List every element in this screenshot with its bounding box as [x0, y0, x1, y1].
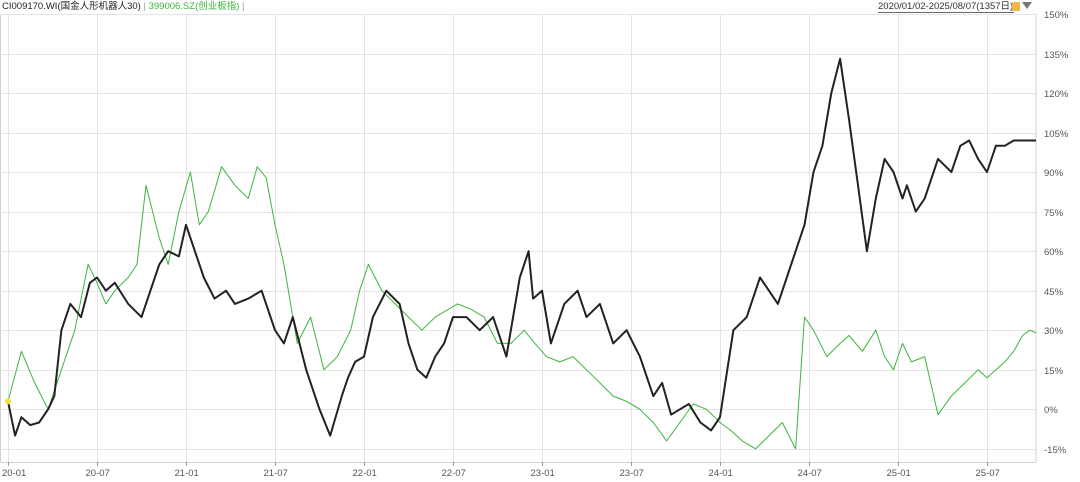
- legend-separator-end: |: [242, 1, 245, 12]
- start-point-marker: [5, 398, 11, 405]
- chevron-down-icon[interactable]: [1022, 2, 1032, 9]
- date-range-underline: [878, 12, 1014, 13]
- series-1-line[interactable]: [7, 57, 1036, 437]
- x-tick-label: 23-07: [620, 468, 644, 479]
- x-tick-label: 24-07: [798, 468, 822, 479]
- date-range-selector[interactable]: 2020/01/02-2025/08/07(1357日): [878, 1, 1014, 12]
- y-tick-label: 105%: [1044, 129, 1069, 140]
- x-tick-label: 22-07: [442, 468, 466, 479]
- plot-frame: [0, 14, 1037, 463]
- legend: CI009170.WI(国金人形机器人30) | 399006.SZ(创业板指)…: [2, 0, 245, 14]
- legend-separator: |: [143, 1, 146, 12]
- y-tick-label: 90%: [1044, 168, 1064, 179]
- grid: [0, 14, 1037, 463]
- x-axis: 20-01 20-07 21-01 21-07 22-01 22-07 23-01 23-07…: [2, 462, 1000, 479]
- x-tick-label: 24-01: [709, 468, 733, 479]
- series-2-line[interactable]: [7, 166, 1037, 450]
- y-tick-label: 15%: [1044, 366, 1064, 377]
- legend-series1[interactable]: CI009170.WI(国金人形机器人30): [2, 1, 141, 12]
- x-tick-label: 21-01: [175, 468, 199, 479]
- x-tick-label: 25-07: [976, 468, 1000, 479]
- chart-header: CI009170.WI(国金人形机器人30) | 399006.SZ(创业板指)…: [0, 0, 1080, 14]
- y-tick-label: 135%: [1044, 50, 1069, 61]
- y-tick-label: 150%: [1044, 10, 1069, 21]
- x-tick-label: 20-01: [2, 468, 26, 479]
- y-tick-label: 45%: [1044, 287, 1064, 298]
- x-tick-label: 22-01: [353, 468, 377, 479]
- x-tick-label: 20-07: [86, 468, 110, 479]
- x-tick-label: 21-07: [264, 468, 288, 479]
- y-tick-label: 120%: [1044, 89, 1069, 100]
- y-tick-label: 30%: [1044, 326, 1064, 337]
- y-tick-label: 0%: [1044, 405, 1058, 416]
- y-tick-label: 60%: [1044, 247, 1064, 258]
- legend-series2[interactable]: 399006.SZ(创业板指): [148, 1, 240, 12]
- series-layer: [5, 57, 1037, 450]
- x-tick-label: 25-01: [887, 468, 911, 479]
- y-axis: -15% 0% 15% 30% 45% 60% 75% 90% 105% 120% 135% 150%: [1044, 10, 1069, 456]
- y-tick-label: 75%: [1044, 208, 1064, 219]
- info-badge-icon[interactable]: [1012, 2, 1020, 11]
- y-tick-label: -15%: [1044, 445, 1067, 456]
- x-tick-label: 23-01: [531, 468, 555, 479]
